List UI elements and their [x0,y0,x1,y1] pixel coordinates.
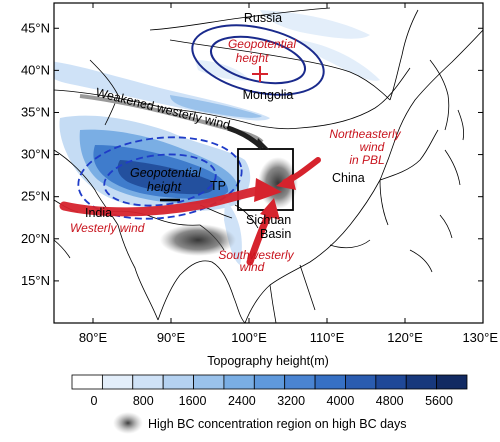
label-sw-wind-1: Southwesterly [218,248,294,262]
colorbar-label: 1600 [179,394,207,408]
lon-tick-label: 110°E [310,330,345,345]
lat-tick-label: 25°N [21,189,50,204]
colorbar-swatch [101,374,134,390]
bc-legend-swatch [113,412,143,434]
label-ne-wind-1: Northeasterly [329,127,401,141]
bc-legend-label: High BC concentration region on high BC … [148,417,406,431]
colorbar-title: Topography height(m) [207,354,329,368]
lon-tick-label: 100°E [231,330,267,345]
lat-tick-label: 35°N [21,104,50,119]
colorbar-swatch [71,374,103,390]
colorbar-label: 4000 [327,394,355,408]
bc-legend: High BC concentration region on high BC … [113,412,406,434]
label-sw-wind-2: wind [240,260,265,274]
label-russia: Russia [244,11,282,25]
lat-tick-label: 40°N [21,62,50,77]
label-china: China [332,171,365,185]
colorbar-swatch [375,374,407,390]
lat-tick-label: 15°N [21,273,50,288]
lon-tick-label: 130°E [462,330,498,345]
colorbar-label: 3200 [277,394,305,408]
geopotential-south [77,136,243,220]
map-panel: Russia Geopotential height Mongolia Weak… [54,3,483,323]
label-geo-north-1: Geopotential [228,37,296,51]
label-india: India [85,206,112,220]
colorbar-label: 800 [133,394,154,408]
lat-tick-label: 30°N [21,147,50,162]
longitude-axis: 80°E 90°E 100°E 110°E 120°E 130°E [79,3,498,345]
lon-tick-label: 80°E [79,330,108,345]
label-geo-north-2: height [236,51,269,65]
label-ne-wind-2: wind [360,140,385,154]
colorbar-swatch [223,374,255,390]
label-geo-south-1: Geopotential [130,166,202,180]
colorbar-swatch [162,374,194,390]
colorbar-swatch [436,374,468,390]
lat-tick-label: 20°N [21,231,50,246]
label-geo-south-2: height [147,180,182,194]
colorbar-swatch [193,374,225,390]
map-frame [53,2,484,324]
label-basin: Basin [260,227,291,241]
colorbar-label: 5600 [425,394,453,408]
lat-tick-label: 45°N [21,20,50,35]
southwesterly-wind-arrow [246,198,280,266]
colorbar-swatch [345,374,377,390]
colorbar-labels: 0 800 1600 2400 3200 4000 4800 5600 [91,394,453,408]
label-westerly: Westerly wind [70,221,145,235]
geopotential-high-north [191,24,325,96]
colorbar-swatch [405,374,438,390]
colorbar-label: 4800 [376,394,404,408]
colorbar-swatch [284,374,316,390]
label-mongolia: Mongolia [243,88,294,102]
colorbar-swatch [314,374,346,390]
label-tp: TP [210,179,226,193]
topography-shading [54,10,380,265]
weakened-westerly-arrow [79,94,270,150]
colorbar-swatch [132,374,164,390]
colorbar-swatch [253,374,286,390]
lon-tick-label: 120°E [387,330,423,345]
high-center-cross-icon [252,66,268,82]
colorbar-label: 0 [91,394,98,408]
lon-tick-label: 90°E [157,330,186,345]
colorbar-label: 2400 [228,394,256,408]
label-sichuan: Sichuan [246,213,291,227]
westerly-wind-arrow [59,178,282,217]
label-ne-wind-3: in PBL [349,153,384,167]
colorbar [71,374,468,390]
latitude-axis: 45°N 40°N 35°N 30°N 25°N 20°N 15°N [21,20,483,288]
northeasterly-wind-arrow [276,157,321,190]
